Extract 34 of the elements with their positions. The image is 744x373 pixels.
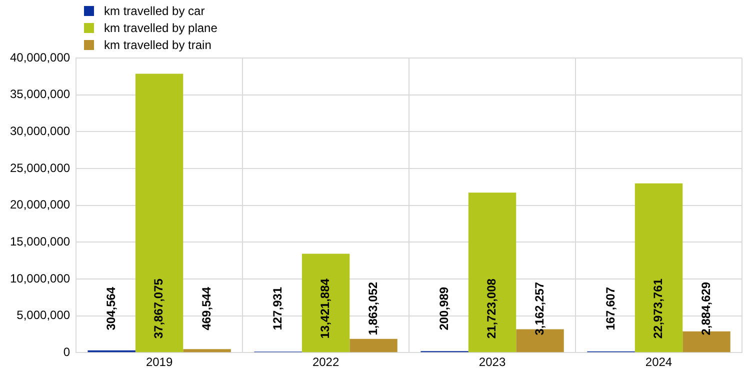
data-label: 21,723,008 bbox=[484, 278, 499, 339]
y-tick-label: 30,000,000 bbox=[10, 124, 70, 138]
data-label: 469,544 bbox=[199, 286, 214, 330]
data-label: 200,989 bbox=[436, 286, 451, 330]
y-tick-label: 35,000,000 bbox=[10, 87, 70, 102]
y-tick-label: 40,000,000 bbox=[10, 50, 70, 64]
data-label: 37,867,075 bbox=[152, 278, 166, 339]
y-tick-label: 0 bbox=[63, 344, 70, 359]
y-tick-label: 15,000,000 bbox=[10, 234, 70, 248]
data-label: 22,973,761 bbox=[651, 278, 666, 339]
legend-label: km travelled by train bbox=[104, 38, 212, 52]
x-tick-label: 2022 bbox=[312, 355, 340, 370]
y-tick-label: 10,000,000 bbox=[10, 271, 70, 286]
data-label: 167,607 bbox=[603, 286, 618, 330]
data-label: 13,421,884 bbox=[318, 278, 332, 339]
bar bbox=[183, 349, 231, 352]
x-tick-label: 2019 bbox=[146, 355, 173, 370]
x-tick-label: 2023 bbox=[478, 355, 506, 370]
y-tick-label: 20,000,000 bbox=[10, 198, 70, 212]
legend-label: km travelled by car bbox=[104, 4, 205, 18]
data-label: 1,863,052 bbox=[366, 282, 380, 336]
data-label: 127,931 bbox=[270, 286, 284, 330]
data-label: 3,162,257 bbox=[532, 282, 546, 336]
x-tick-label: 2024 bbox=[645, 355, 672, 370]
y-tick-label: 5,000,000 bbox=[16, 308, 70, 322]
bar bbox=[350, 338, 398, 352]
data-label: 304,564 bbox=[104, 286, 118, 330]
bar bbox=[302, 254, 350, 352]
data-label: 2,884,629 bbox=[698, 282, 713, 336]
bar bbox=[468, 192, 516, 352]
bar bbox=[135, 74, 184, 352]
bar bbox=[634, 183, 683, 352]
y-tick-label: 25,000,000 bbox=[10, 160, 70, 175]
legend-label: km travelled by plane bbox=[104, 20, 218, 34]
